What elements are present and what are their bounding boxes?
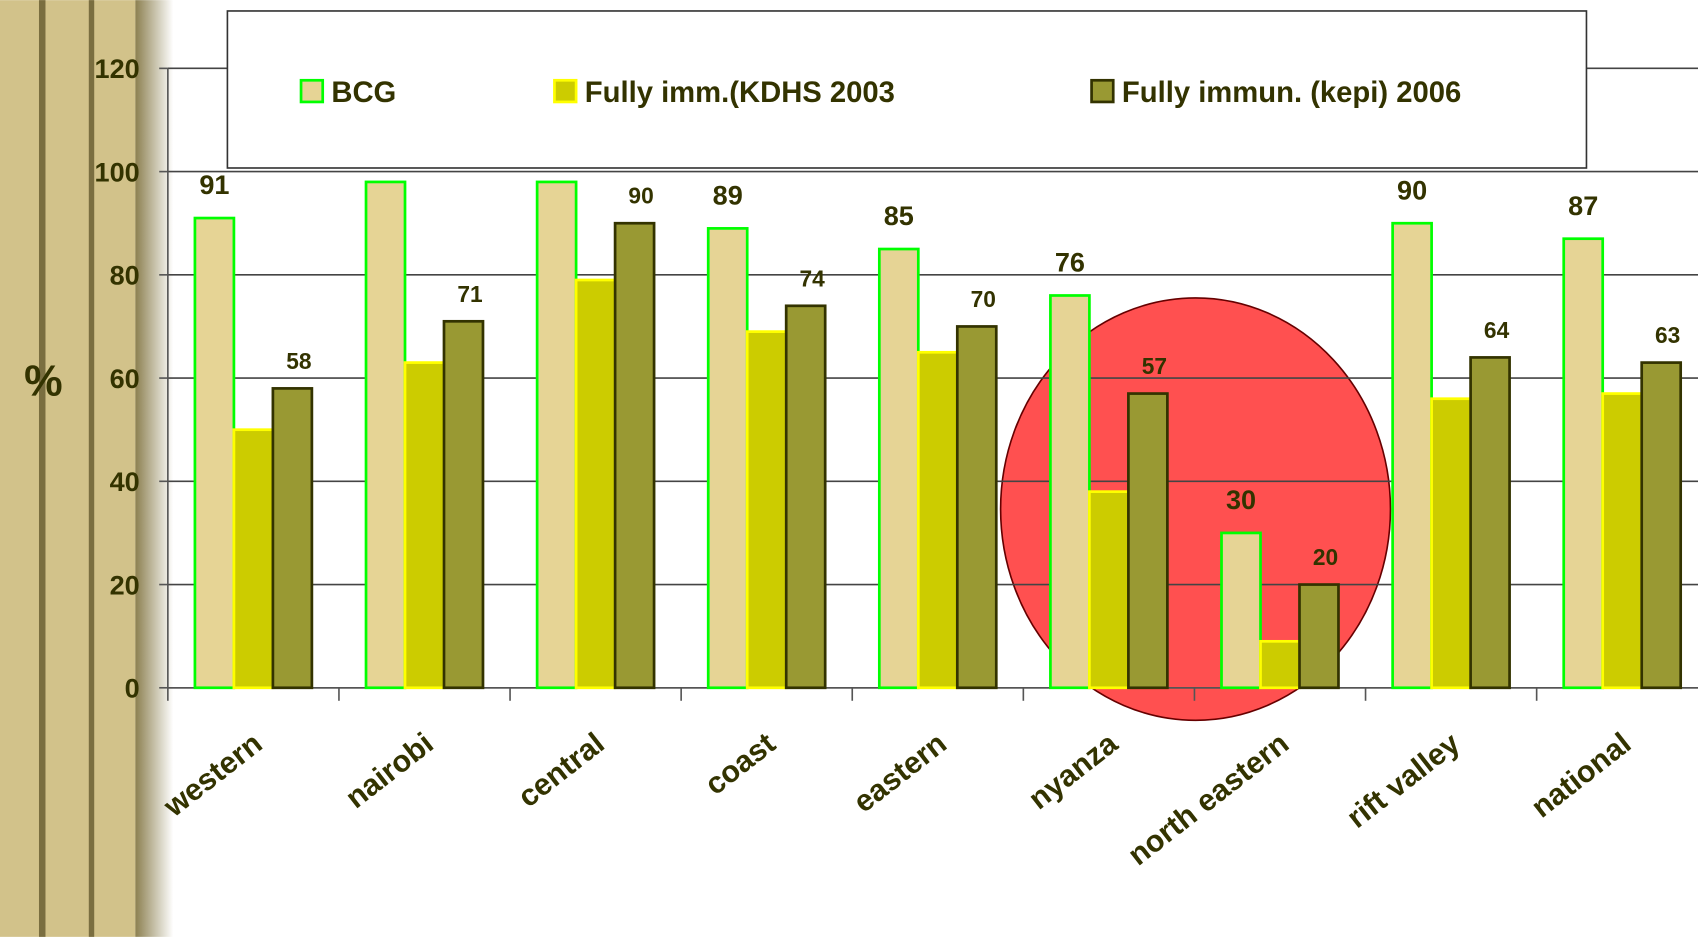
bar (784, 304, 827, 690)
bar (955, 325, 998, 690)
bar (1298, 583, 1340, 690)
y-tick-label: 60 (110, 363, 140, 394)
bar (1088, 490, 1130, 690)
legend-swatch (553, 78, 578, 104)
legend-label: Fully immun. (kepi) 2006 (1122, 77, 1461, 109)
bar (1049, 294, 1091, 690)
legend-label: BCG (331, 77, 396, 109)
data-label: 30 (1226, 484, 1256, 515)
x-tick-label: central (512, 727, 611, 814)
y-tick-label: 20 (110, 569, 140, 600)
bar (1391, 221, 1433, 690)
decor-strip (0, 0, 136, 937)
y-tick-label: 40 (110, 466, 140, 497)
y-tick-label: 0 (125, 673, 140, 704)
data-label: 64 (1484, 317, 1510, 343)
bar (1127, 392, 1169, 690)
data-label: 63 (1655, 322, 1680, 348)
bar (1430, 397, 1472, 690)
bar (877, 247, 920, 690)
x-tick-label: national (1525, 727, 1637, 825)
bar (1469, 356, 1511, 690)
data-label: 70 (971, 286, 996, 312)
bar (364, 180, 407, 690)
x-tick-label: nairobi (340, 727, 440, 815)
legend-swatch (299, 78, 325, 104)
bar (193, 216, 236, 690)
y-tick-label: 80 (110, 260, 140, 291)
bar (535, 180, 578, 690)
y-tick-label: 100 (95, 156, 140, 187)
plot: 020406080100120western9158nairobi9871cen… (95, 10, 1698, 872)
data-label: 85 (884, 200, 914, 231)
data-label: 74 (800, 265, 826, 291)
bar (1601, 392, 1644, 690)
x-tick-label: rift valley (1341, 727, 1466, 835)
y-axis-label: % (24, 357, 63, 405)
bar (1220, 531, 1262, 690)
data-label: 90 (628, 183, 653, 209)
bar (403, 361, 446, 690)
x-tick-label: coast (699, 727, 782, 802)
data-label: 20 (1313, 544, 1338, 570)
bar (1640, 361, 1683, 690)
x-tick-label: eastern (848, 727, 953, 819)
bar (706, 227, 749, 690)
bar (442, 319, 485, 690)
decor-line (38, 0, 46, 937)
legend-label: Fully imm.(KDHS 2003 (585, 77, 895, 109)
bar (1562, 237, 1605, 690)
decor-fade (135, 0, 174, 937)
bar (916, 350, 959, 690)
y-tick-label: 120 (95, 53, 140, 84)
bar (232, 428, 275, 690)
bar (271, 387, 314, 690)
bar (574, 278, 617, 690)
x-tick-label: western (157, 727, 268, 824)
bar (1259, 639, 1301, 690)
data-label: 87 (1568, 190, 1598, 221)
data-label: 90 (1397, 174, 1427, 205)
bar (745, 330, 788, 690)
data-label: 57 (1142, 353, 1167, 379)
data-label: 58 (286, 348, 311, 374)
x-tick-label: nyanza (1023, 726, 1125, 816)
x-tick-label: north eastern (1122, 727, 1295, 872)
data-label: 89 (713, 180, 743, 211)
data-label: 71 (457, 281, 483, 307)
decor-line (88, 0, 95, 937)
data-label: 76 (1055, 247, 1085, 278)
legend-swatch (1090, 78, 1115, 104)
data-label: 91 (199, 169, 229, 200)
bar (613, 221, 656, 690)
legend-box (226, 10, 1588, 169)
